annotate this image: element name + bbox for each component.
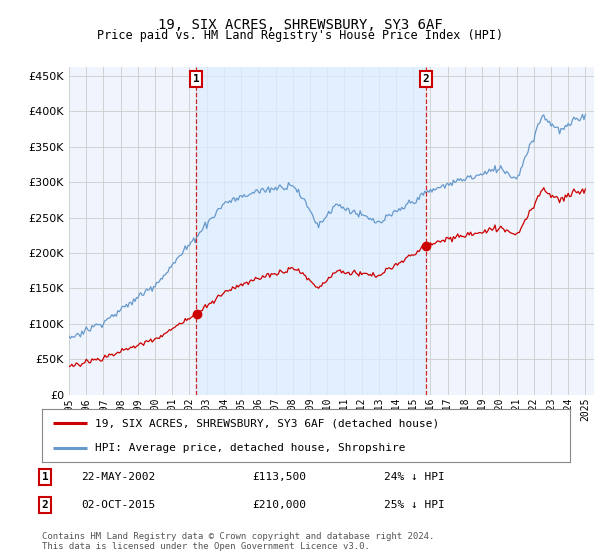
Text: Price paid vs. HM Land Registry's House Price Index (HPI): Price paid vs. HM Land Registry's House …	[97, 29, 503, 42]
Text: 2: 2	[41, 500, 49, 510]
Text: £113,500: £113,500	[252, 472, 306, 482]
Text: HPI: Average price, detached house, Shropshire: HPI: Average price, detached house, Shro…	[95, 442, 406, 452]
Bar	[196, 67, 426, 395]
Text: 22-MAY-2002: 22-MAY-2002	[81, 472, 155, 482]
Text: 2: 2	[423, 74, 430, 84]
Text: 1: 1	[41, 472, 49, 482]
Text: 24% ↓ HPI: 24% ↓ HPI	[384, 472, 445, 482]
Text: This data is licensed under the Open Government Licence v3.0.: This data is licensed under the Open Gov…	[42, 542, 370, 550]
Text: 25% ↓ HPI: 25% ↓ HPI	[384, 500, 445, 510]
Text: 1: 1	[193, 74, 199, 84]
Text: 19, SIX ACRES, SHREWSBURY, SY3 6AF: 19, SIX ACRES, SHREWSBURY, SY3 6AF	[158, 18, 442, 32]
Text: 02-OCT-2015: 02-OCT-2015	[81, 500, 155, 510]
Text: Contains HM Land Registry data © Crown copyright and database right 2024.: Contains HM Land Registry data © Crown c…	[42, 532, 434, 541]
Text: £210,000: £210,000	[252, 500, 306, 510]
Text: 19, SIX ACRES, SHREWSBURY, SY3 6AF (detached house): 19, SIX ACRES, SHREWSBURY, SY3 6AF (deta…	[95, 418, 439, 428]
